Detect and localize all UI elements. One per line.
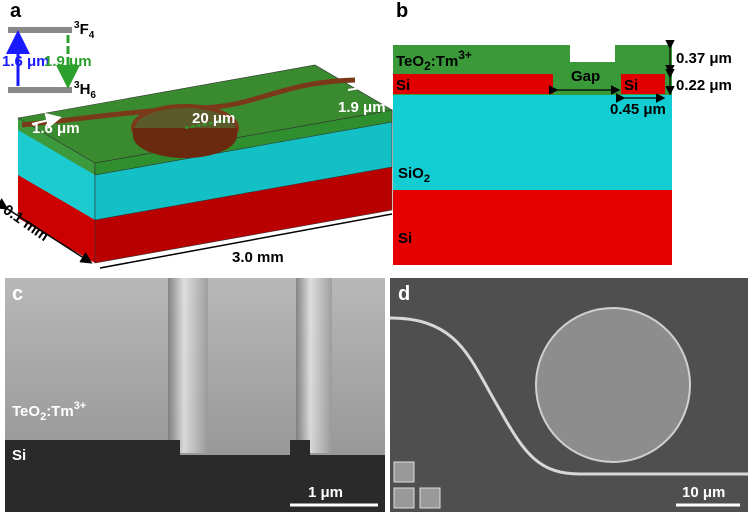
- substrate: [393, 190, 672, 265]
- main: H: [80, 81, 91, 98]
- ring: [535, 307, 691, 463]
- oxide-label: SiO2: [398, 165, 430, 185]
- t: SiO: [398, 165, 424, 182]
- pump-label: 1.6 μm: [2, 53, 50, 70]
- waveguide: [389, 316, 748, 476]
- gap-label: Gap: [571, 68, 600, 85]
- sub: 6: [90, 90, 96, 101]
- panel-a: a 3F4 3H6 1.6 μm 1.9 μm 1.6 μm 20 μm 1.9…: [0, 0, 393, 269]
- pad: [393, 461, 415, 483]
- sem-feature: [296, 278, 332, 453]
- radius-line: [184, 119, 229, 129]
- substrate-label: Si: [12, 447, 26, 464]
- sem-substrate: [5, 440, 385, 512]
- length-label: 3.0 mm: [232, 249, 284, 266]
- upper-level: 3F4: [74, 20, 95, 41]
- pad: [393, 487, 415, 509]
- main: F: [80, 21, 89, 38]
- panel-label: c: [12, 283, 23, 305]
- sub: 2: [424, 173, 430, 185]
- sub: 2: [40, 411, 46, 423]
- sup: 3+: [74, 400, 87, 412]
- panel-label: d: [398, 283, 410, 305]
- cladding-thickness: 0.37 μm: [676, 50, 732, 67]
- sem-feature: [168, 278, 208, 453]
- cladding-label: TeO2:Tm3+: [396, 48, 472, 73]
- scale-label: 10 μm: [682, 484, 725, 501]
- t: :Tm: [431, 53, 459, 70]
- length-arrow: [99, 213, 393, 269]
- sup: 3: [74, 80, 80, 91]
- oxide: [393, 95, 672, 190]
- si-slab: [393, 74, 553, 94]
- sub: 4: [89, 30, 95, 41]
- width-arrow: [0, 198, 93, 264]
- side-oxide: [18, 118, 95, 220]
- input-arrow: [31, 112, 62, 129]
- width-label: 0.45 μm: [610, 101, 666, 118]
- si-thickness: 0.22 μm: [676, 77, 732, 94]
- side-cladding: [18, 118, 95, 175]
- emission-label: 1.9 μm: [44, 53, 92, 70]
- panel-b: b TeO2:Tm3+ Si Si Gap 0.45 μm 0.37 μm 0.…: [393, 0, 732, 265]
- si-ring-label: Si: [624, 77, 638, 94]
- t: TeO: [396, 53, 424, 70]
- t: TeO: [12, 403, 40, 420]
- si-ring: [621, 74, 665, 94]
- input-label: 1.6 μm: [32, 120, 80, 137]
- lower-level: 3H6: [74, 80, 96, 101]
- panel-label: b: [396, 0, 408, 22]
- sup: 3+: [458, 48, 472, 62]
- sub: 2: [424, 59, 431, 73]
- cladding-label: TeO2:Tm3+: [12, 400, 86, 423]
- output-arrow: [347, 79, 382, 95]
- sup: 3: [74, 20, 80, 31]
- radius-label: 20 μm: [192, 110, 235, 127]
- t: :Tm: [46, 403, 74, 420]
- panel-d: d 10 μm: [389, 278, 748, 512]
- ring-side: [133, 128, 237, 158]
- pad: [419, 487, 441, 509]
- panel-c: c TeO2:Tm3+ Si 1 μm: [5, 278, 385, 512]
- scale-label: 1 μm: [308, 484, 343, 501]
- output-label: 1.9 μm: [338, 99, 386, 116]
- si-slab-label: Si: [396, 77, 410, 94]
- panel-label: a: [10, 0, 22, 22]
- substrate-label: Si: [398, 230, 412, 247]
